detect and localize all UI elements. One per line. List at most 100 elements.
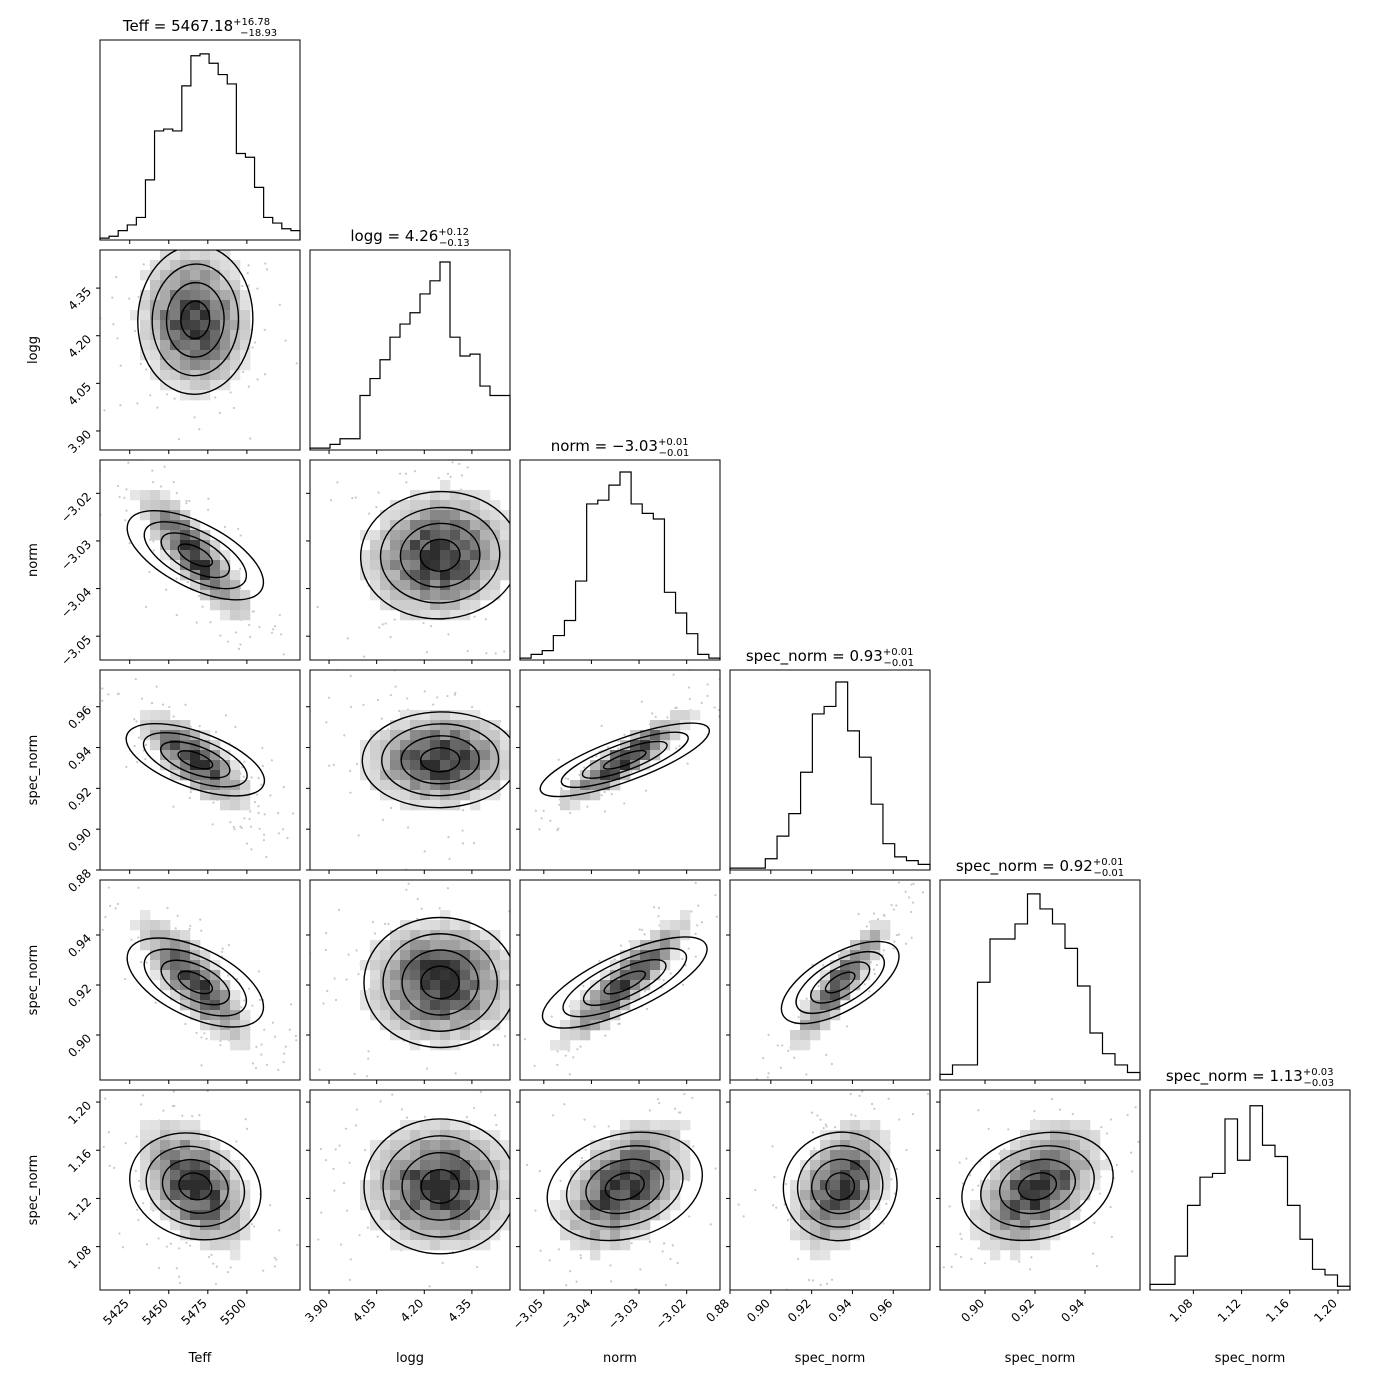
sample-point	[181, 1114, 184, 1117]
density-cell	[500, 540, 510, 551]
density-cell	[1000, 1160, 1011, 1171]
sample-point	[564, 1054, 567, 1057]
density-cell	[800, 1230, 811, 1241]
sample-point	[328, 1139, 330, 1141]
sample-point	[688, 1215, 691, 1218]
sample-point	[247, 264, 250, 267]
density-cell	[490, 1000, 501, 1011]
density-cell	[360, 550, 371, 561]
density-cell	[860, 1190, 871, 1201]
density-cell	[580, 1210, 591, 1221]
density-cell	[200, 1000, 211, 1011]
density-cell	[140, 340, 151, 351]
density-cell	[200, 370, 211, 381]
density-cell	[370, 1190, 381, 1201]
sample-point	[872, 1061, 874, 1063]
density-cell	[160, 930, 171, 941]
sample-point	[607, 1125, 610, 1128]
density-cell	[390, 1200, 401, 1211]
sample-point	[489, 1085, 491, 1087]
sample-point	[1092, 1252, 1095, 1255]
sample-point	[1097, 1043, 1099, 1045]
panel-5-2: −3.05 −3.04 −3.03 −3.02	[510, 1089, 721, 1332]
sample-point	[114, 907, 117, 910]
sample-point	[845, 1025, 849, 1028]
density-cell	[200, 1010, 211, 1021]
sample-point	[643, 933, 646, 936]
density-cell	[190, 260, 201, 271]
histogram-0	[99, 53, 301, 240]
sample-point	[195, 1031, 198, 1034]
sample-point	[125, 765, 128, 768]
sample-point	[954, 1253, 957, 1256]
sample-point	[407, 826, 410, 829]
density-cell	[1030, 1180, 1041, 1191]
panel-frame	[1149, 1089, 1351, 1291]
density-cell	[880, 1160, 891, 1171]
density-cell	[670, 1140, 681, 1151]
density-cell	[600, 980, 611, 991]
panel-5-1: 3.90 4.05 4.20 4.35	[302, 1085, 551, 1325]
x-tick-label: 3.90	[302, 1296, 331, 1325]
sample-point	[950, 1265, 953, 1269]
density-cell	[440, 720, 451, 731]
density-cell	[440, 750, 451, 761]
density-cell	[800, 1040, 811, 1051]
density-cell	[830, 1240, 841, 1251]
sample-point	[186, 581, 190, 584]
sample-point	[428, 1285, 431, 1288]
density-cell	[790, 1210, 801, 1221]
sample-point	[205, 1037, 208, 1040]
density-cell	[180, 1220, 191, 1231]
sample-point	[317, 1265, 319, 1267]
density-cell	[430, 1180, 441, 1191]
sample-point	[207, 497, 210, 500]
density-cell	[620, 1130, 631, 1141]
density-cell	[460, 530, 471, 541]
density-cell	[480, 1140, 491, 1151]
density-cell	[620, 1240, 631, 1251]
density-cell	[160, 980, 171, 991]
panel-frame	[939, 879, 1141, 1081]
density-cell	[170, 980, 181, 991]
sample-point	[478, 677, 480, 679]
sample-point	[266, 228, 268, 230]
density-cell	[440, 1180, 451, 1191]
sample-point	[354, 496, 357, 499]
density-cell	[180, 330, 191, 341]
density-cell	[640, 1160, 651, 1171]
density-cell	[160, 740, 171, 751]
density-cell	[400, 710, 411, 721]
density-cell	[390, 540, 401, 551]
density-cell	[140, 310, 151, 321]
sample-point	[172, 715, 175, 718]
sample-point	[355, 762, 359, 766]
density-cell	[160, 1190, 171, 1201]
sample-point	[556, 789, 558, 791]
x-tick-label: 5475	[178, 1296, 209, 1327]
density-cell	[840, 1130, 851, 1141]
sample-point	[272, 232, 274, 234]
density-cell	[240, 1010, 251, 1021]
density-cell	[660, 950, 671, 961]
sample-point	[141, 1094, 145, 1097]
sample-point	[904, 942, 908, 945]
density-cell	[480, 530, 491, 541]
panel-frame	[939, 1089, 1141, 1291]
sample-point	[300, 835, 302, 837]
density-cell	[490, 560, 501, 571]
density-cell	[480, 550, 491, 561]
panel-frame	[99, 39, 301, 241]
sample-point	[266, 227, 268, 229]
density-cell	[600, 1010, 611, 1021]
sample-point	[549, 1158, 551, 1160]
density-cell	[360, 960, 371, 971]
density-cell	[440, 540, 451, 551]
density-cell	[650, 940, 661, 951]
density-cell	[430, 560, 441, 571]
panel-2-2: norm = −3.03+0.01 −0.01	[519, 437, 721, 664]
sample-point	[226, 974, 230, 977]
density-cell	[220, 1020, 231, 1031]
density-cell	[800, 1200, 811, 1211]
contour-0	[126, 937, 265, 1028]
